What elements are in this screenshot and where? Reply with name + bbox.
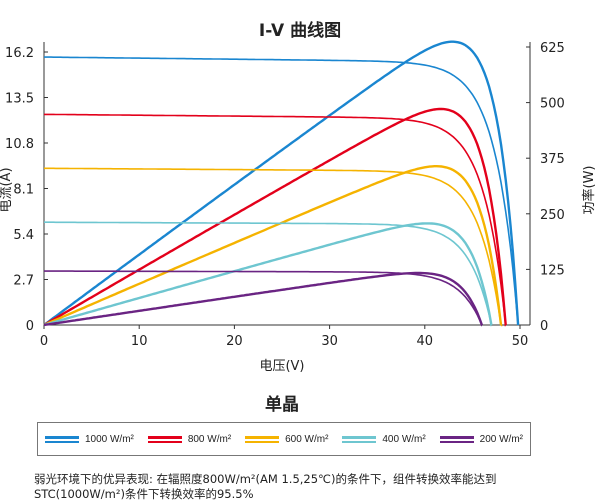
legend-swatch [342, 435, 377, 443]
pv-curve-3 [43, 222, 493, 327]
legend-item: 200 W/m² [439, 433, 523, 445]
legend: 1000 W/m² 800 W/m² 600 W/m² 400 W/m² 200 W/m… [37, 422, 531, 456]
legend-label: 600 W/m² [285, 433, 329, 445]
y2-tick-label: 125 [540, 263, 565, 278]
pv-curve-2 [43, 164, 503, 327]
legend-swatch [439, 435, 474, 443]
pv-curve-0 [43, 40, 520, 326]
legend-label: 800 W/m² [187, 433, 232, 445]
iv-chart: I-V 曲线图 0 10 20 30 40 5002.75.48.110.813.516.… [0, 20, 597, 415]
y-tick-label: 13.5 [5, 92, 34, 107]
iv-curve-4 [44, 270, 483, 326]
x-tick-label: 20 [226, 334, 243, 349]
legend-swatch [44, 435, 79, 443]
y2-tick-label: 500 [540, 97, 565, 112]
legend-label: 400 W/m² [382, 433, 426, 445]
x-tick-label: 10 [131, 334, 148, 349]
iv-curve-1 [44, 113, 507, 326]
iv-curve-2 [44, 167, 502, 326]
legend-item: 400 W/m² [342, 433, 426, 445]
y-tick-label: 16.2 [5, 46, 34, 61]
note-line-1: 弱光环境下的优异表现: 在辐照度800W/m²(AM 1.5,25℃)的条件下，… [34, 472, 497, 486]
x-tick-label: 0 [40, 334, 48, 349]
note: 弱光环境下的优异表现: 在辐照度800W/m²(AM 1.5,25℃)的条件下，… [34, 472, 594, 502]
legend-item: 800 W/m² [147, 433, 232, 445]
legend-swatch [245, 435, 280, 443]
x-tick-label: 50 [512, 334, 529, 349]
y2-axis-label: 功率(W) [581, 166, 597, 215]
x-tick-label: 30 [321, 334, 338, 349]
y-axis-label: 电流(A) [0, 167, 14, 212]
note-line-2: STC(1000W/m²)条件下转换效率的95.5% [34, 487, 254, 501]
chart-title: I-V 曲线图 [259, 20, 341, 41]
iv-curve-3 [44, 221, 493, 326]
legend-swatch [147, 435, 182, 443]
chart-subtitle: 单晶 [265, 394, 299, 415]
legend-item: 600 W/m² [245, 434, 328, 445]
y2-tick-label: 625 [540, 41, 565, 56]
pv-curve-4 [43, 271, 484, 327]
y2-tick-label: 250 [540, 208, 565, 223]
y-tick-label: 8.1 [13, 183, 34, 198]
pv-curve-1 [43, 107, 507, 327]
y2-tick-label: 0 [540, 319, 548, 334]
x-axis-label: 电压(V) [259, 359, 304, 374]
y2-tick-label: 375 [540, 152, 565, 167]
y-tick-label: 5.4 [13, 228, 34, 243]
legend-label: 1000 W/m² [84, 433, 134, 445]
y-tick-label: 10.8 [5, 137, 34, 152]
x-tick-label: 40 [417, 334, 434, 349]
legend-label: 200 W/m² [479, 433, 523, 445]
legend-item: 1000 W/m² [44, 433, 134, 445]
y-tick-label: 2.7 [13, 274, 34, 289]
y-tick-label: 0 [26, 319, 34, 334]
iv-curve-0 [44, 56, 519, 326]
